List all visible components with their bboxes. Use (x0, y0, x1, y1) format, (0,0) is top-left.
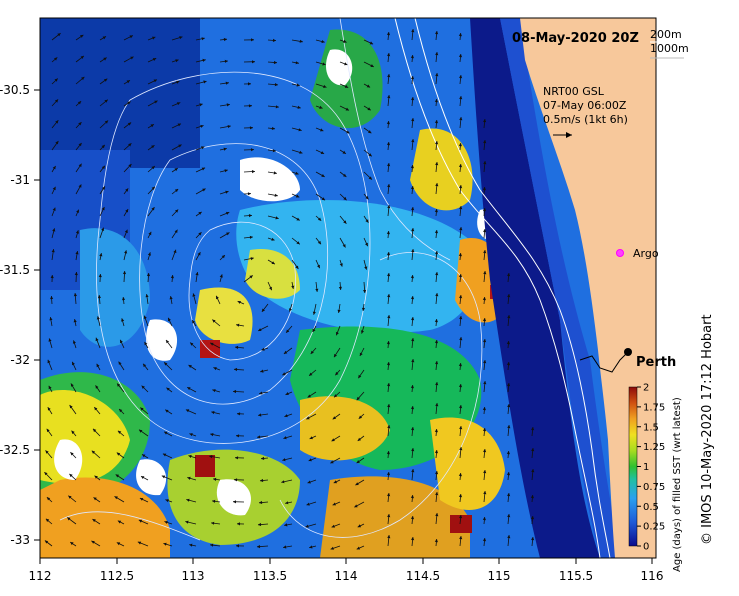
x-tick-label: 115.5 (559, 569, 593, 583)
y-tick-label: -31 (10, 173, 30, 187)
x-tick-label: 116 (641, 569, 664, 583)
y-tick-label: -31.5 (0, 263, 30, 277)
x-tick-label: 115 (488, 569, 511, 583)
current-scale-label: 0.5m/s (1kt 6h) (543, 113, 628, 126)
current-time-label: 07-May 06:00Z (543, 99, 627, 112)
colorbar-tick-label: 0.25 (643, 522, 665, 533)
colorbar: 2 1.75 1.5 1.25 1 0.75 0.5 0.25 0 (629, 383, 665, 553)
colorbar-tick-label: 1.75 (643, 402, 665, 413)
x-tick-label: 112.5 (100, 569, 134, 583)
colorbar-tick-label: 0.5 (643, 502, 659, 513)
perth-label: Perth (636, 355, 676, 370)
colorbar-tick-label: 1 (643, 462, 649, 473)
date-title: 08-May-2020 20Z (512, 31, 639, 46)
colorbar-tick-label: 0.75 (643, 482, 665, 493)
iso-legend-1000m: 1000m (650, 42, 689, 55)
x-tick-label: 113.5 (253, 569, 287, 583)
x-axis-ticks: 112 112.5 113 113.5 114 114.5 115 115.5 116 (29, 558, 664, 583)
y-tick-label: -32.5 (0, 443, 30, 457)
colorbar-tick-label: 2 (643, 383, 649, 394)
x-tick-label: 112 (29, 569, 52, 583)
colorbar-tick-label: 0 (643, 542, 649, 553)
x-tick-label: 114.5 (406, 569, 440, 583)
y-tick-label: -32 (10, 353, 30, 367)
colorbar-tick-label: 1.5 (643, 422, 659, 433)
credit-text: © IMOS 10-May-2020 17:12 Hobart (700, 314, 715, 545)
argo-label: Argo (633, 247, 659, 260)
x-tick-label: 114 (335, 569, 358, 583)
current-source-label: NRT00 GSL (543, 85, 605, 98)
y-tick-label: -33 (10, 533, 30, 547)
iso-legend-200m: 200m (650, 28, 682, 41)
x-tick-label: 113 (182, 569, 205, 583)
colorbar-label: Age (days) of filled SST (wrt latest) (672, 397, 683, 572)
y-axis-ticks: -30.5 -31 -31.5 -32 -32.5 -33 (0, 83, 40, 547)
y-tick-label: -30.5 (0, 83, 30, 97)
colorbar-tick-label: 1.25 (643, 442, 665, 453)
